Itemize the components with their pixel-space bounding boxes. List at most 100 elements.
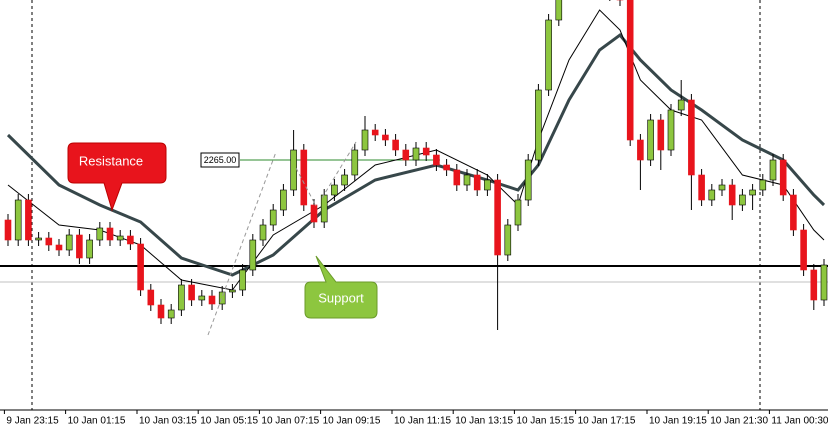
candle-body bbox=[759, 179, 767, 191]
candle-body bbox=[259, 224, 267, 241]
plot-area bbox=[0, 0, 828, 330]
candle-body bbox=[239, 269, 246, 291]
candle-body bbox=[433, 154, 440, 166]
trend-arrows bbox=[207, 141, 357, 336]
x-tick-label: 10 Jan 19:15 bbox=[649, 416, 707, 427]
candle-body bbox=[473, 174, 481, 191]
candle-body bbox=[779, 159, 787, 196]
candle-body bbox=[667, 109, 675, 151]
candle-body bbox=[402, 149, 410, 161]
annotation: Resistance bbox=[79, 153, 143, 168]
candle-body bbox=[280, 189, 287, 211]
candle-body bbox=[300, 149, 308, 206]
candle-body bbox=[361, 129, 369, 151]
candle-body bbox=[127, 235, 134, 245]
candle-body bbox=[290, 149, 297, 191]
candle-body bbox=[55, 244, 63, 251]
candle-body bbox=[504, 224, 512, 256]
candle-body bbox=[331, 184, 338, 196]
candle-body bbox=[463, 174, 471, 186]
candle-body bbox=[4, 219, 12, 241]
candle-body bbox=[35, 237, 42, 241]
candle-body bbox=[218, 291, 226, 305]
candle-body bbox=[106, 227, 114, 241]
candle-body bbox=[769, 159, 777, 181]
candle-body bbox=[310, 204, 318, 223]
candle-body bbox=[178, 284, 185, 311]
candle-body bbox=[800, 229, 807, 271]
x-tick-label: 10 Jan 11:15 bbox=[394, 416, 452, 427]
support-callout: Support bbox=[304, 255, 378, 319]
candle-body bbox=[392, 139, 399, 151]
candle-body bbox=[422, 147, 430, 156]
candle-body bbox=[157, 304, 165, 319]
x-tick-label: 10 Jan 01:15 bbox=[68, 416, 126, 427]
x-tick-label: 10 Jan 17:15 bbox=[578, 416, 636, 427]
candle-body bbox=[188, 284, 195, 301]
resistance-callout: Resistance bbox=[67, 142, 167, 212]
candle-body bbox=[371, 129, 379, 136]
candle-body bbox=[137, 243, 144, 291]
candle-body bbox=[14, 199, 22, 241]
candle-body bbox=[198, 295, 206, 301]
candle-body bbox=[443, 164, 450, 171]
candle-body bbox=[637, 139, 644, 161]
candle-body bbox=[739, 194, 746, 206]
candle-body bbox=[76, 234, 83, 259]
candle-body bbox=[96, 227, 104, 241]
candle-body bbox=[269, 209, 277, 226]
candle-body bbox=[208, 295, 216, 305]
candle-body bbox=[524, 159, 532, 201]
candle-body bbox=[790, 194, 797, 231]
candle-body bbox=[147, 289, 155, 306]
x-tick-label: 10 Jan 13:15 bbox=[455, 416, 513, 427]
candle-body bbox=[698, 174, 705, 201]
candle-body bbox=[545, 19, 552, 91]
candle-body bbox=[86, 239, 93, 259]
candle-body bbox=[249, 239, 257, 271]
x-tick-label: 11 Jan 00:30 bbox=[771, 416, 828, 427]
x-tick-label: 10 Jan 09:15 bbox=[323, 416, 381, 427]
candle-body bbox=[229, 289, 236, 293]
trend-arrow bbox=[207, 151, 277, 336]
candle-body bbox=[351, 149, 359, 176]
x-tick-label: 10 Jan 07:15 bbox=[261, 416, 319, 427]
x-tick-label: 10 Jan 21:30 bbox=[710, 416, 768, 427]
candle-body bbox=[167, 309, 175, 319]
candle-body bbox=[688, 99, 695, 176]
trend-arrow bbox=[295, 167, 317, 207]
candle-body bbox=[484, 179, 491, 191]
candle-body bbox=[494, 179, 501, 256]
candle-body bbox=[820, 264, 828, 301]
candle-body bbox=[718, 184, 726, 191]
price-label: 2265.00 bbox=[204, 155, 237, 165]
candle-body bbox=[535, 89, 542, 161]
callout-box bbox=[304, 255, 378, 319]
candle-body bbox=[749, 189, 756, 196]
candle-body bbox=[555, 0, 563, 21]
candle-body bbox=[65, 234, 73, 251]
annotation: Support bbox=[318, 290, 364, 305]
candle-body bbox=[708, 189, 716, 201]
candle-body bbox=[810, 269, 818, 301]
candle-body bbox=[728, 184, 736, 206]
candle-body bbox=[25, 199, 32, 241]
callout-box bbox=[67, 142, 167, 212]
price-label-box bbox=[200, 152, 240, 168]
x-tick-label: 9 Jan 23:15 bbox=[6, 416, 59, 427]
x-tick-label: 10 Jan 05:15 bbox=[200, 416, 258, 427]
candle-body bbox=[677, 99, 685, 111]
candle-body bbox=[341, 174, 348, 186]
candle-body bbox=[657, 119, 665, 151]
candle-body bbox=[116, 235, 124, 241]
moving-average bbox=[6, 32, 826, 277]
candle-body bbox=[514, 199, 522, 226]
candle-body bbox=[382, 134, 389, 141]
trend-arrow bbox=[321, 141, 357, 199]
x-tick-label: 10 Jan 03:15 bbox=[139, 416, 197, 427]
candle-body bbox=[320, 194, 328, 223]
candle-body bbox=[626, 0, 634, 141]
candle-body bbox=[412, 147, 420, 161]
